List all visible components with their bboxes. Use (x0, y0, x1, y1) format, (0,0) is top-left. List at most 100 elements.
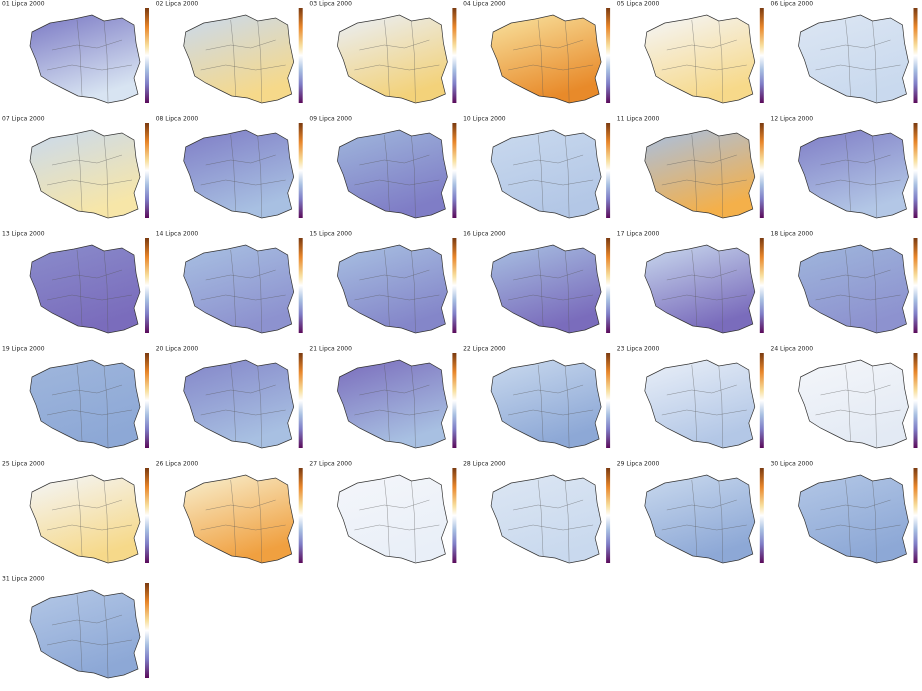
colorbar (606, 468, 611, 563)
province-border (354, 179, 440, 186)
country-outline (798, 14, 909, 104)
province-border (872, 20, 877, 103)
province-border (666, 39, 737, 51)
poland-map (29, 244, 141, 334)
country-outline (798, 474, 909, 564)
poland-map (337, 474, 448, 564)
province-border (384, 249, 390, 327)
province-border (51, 384, 123, 396)
country-outline (29, 129, 141, 219)
colorbar (452, 468, 457, 563)
province-border (564, 480, 570, 563)
colorbar (452, 123, 457, 218)
poland-map (337, 244, 448, 334)
map-panel: 21 Lipca 2000 (309, 346, 457, 449)
map-title: 07 Lipca 2000 (2, 116, 45, 123)
province-border (872, 250, 877, 333)
map-title: 08 Lipca 2000 (156, 116, 199, 123)
map-title: 22 Lipca 2000 (463, 346, 506, 353)
map-panel: 20 Lipca 2000 (156, 346, 303, 449)
province-border (537, 19, 544, 97)
province-border (666, 384, 737, 396)
map-title: 26 Lipca 2000 (156, 461, 199, 468)
province-border (257, 250, 262, 333)
province-border (384, 19, 390, 97)
colorbar (913, 238, 918, 333)
colorbar (298, 238, 303, 333)
province-border (537, 249, 544, 327)
province-border (872, 480, 877, 563)
province-border (661, 179, 747, 186)
province-border (359, 154, 430, 166)
poland-map (337, 129, 448, 219)
map-panel: 17 Lipca 2000 (617, 231, 764, 334)
map-title: 20 Lipca 2000 (156, 346, 199, 353)
province-border (691, 19, 697, 97)
map-title: 24 Lipca 2000 (771, 346, 814, 353)
province-border (508, 294, 594, 301)
colorbar (298, 8, 303, 103)
province-border (718, 480, 723, 563)
province-border (513, 39, 584, 51)
colorbar (145, 8, 149, 103)
poland-map (490, 244, 602, 334)
country-outline (29, 589, 141, 679)
province-border (815, 409, 901, 416)
province-border (384, 364, 390, 442)
province-border (564, 250, 570, 333)
country-outline (29, 244, 141, 334)
province-border (76, 19, 83, 97)
colorbar (606, 123, 611, 218)
province-border (103, 365, 109, 448)
map-panel: 10 Lipca 2000 (463, 116, 611, 219)
country-outline (644, 244, 756, 334)
province-border (537, 364, 544, 442)
country-outline (29, 359, 141, 449)
province-border (46, 294, 133, 301)
country-outline (183, 14, 295, 104)
province-border (661, 64, 747, 71)
map-panel: 31 Lipca 2000 (2, 576, 149, 679)
map-panel: 19 Lipca 2000 (2, 346, 149, 449)
country-outline (337, 474, 448, 564)
map-title: 14 Lipca 2000 (156, 231, 199, 238)
province-border (51, 269, 123, 281)
province-border (815, 179, 901, 186)
map-panel: 06 Lipca 2000 (771, 1, 918, 104)
map-panel: 02 Lipca 2000 (156, 1, 303, 104)
map-title: 17 Lipca 2000 (617, 231, 660, 238)
poland-map (644, 244, 756, 334)
map-panel: 26 Lipca 2000 (156, 461, 303, 564)
map-title: 25 Lipca 2000 (2, 461, 45, 468)
province-border (354, 409, 440, 416)
poland-map (798, 244, 909, 334)
poland-map (644, 14, 756, 104)
map-title: 18 Lipca 2000 (771, 231, 814, 238)
province-border (103, 250, 109, 333)
province-border (691, 479, 697, 557)
province-border (46, 64, 133, 71)
map-panel: 29 Lipca 2000 (617, 461, 764, 564)
map-title: 30 Lipca 2000 (771, 461, 814, 468)
poland-map (183, 359, 295, 449)
map-title: 10 Lipca 2000 (463, 116, 506, 123)
map-panel: 12 Lipca 2000 (771, 116, 918, 219)
country-outline (490, 359, 602, 449)
province-border (76, 134, 83, 212)
map-title: 31 Lipca 2000 (2, 576, 45, 583)
colorbar (913, 123, 918, 218)
province-border (205, 154, 276, 166)
province-border (508, 524, 594, 531)
province-border (691, 364, 697, 442)
province-border (205, 269, 276, 281)
country-outline (798, 244, 909, 334)
country-outline (183, 244, 295, 334)
province-border (691, 134, 697, 212)
map-panel: 01 Lipca 2000 (2, 1, 149, 104)
country-outline (490, 244, 602, 334)
colorbar (759, 8, 764, 103)
province-border (51, 499, 123, 511)
colorbar (913, 468, 918, 563)
map-title: 09 Lipca 2000 (309, 116, 352, 123)
